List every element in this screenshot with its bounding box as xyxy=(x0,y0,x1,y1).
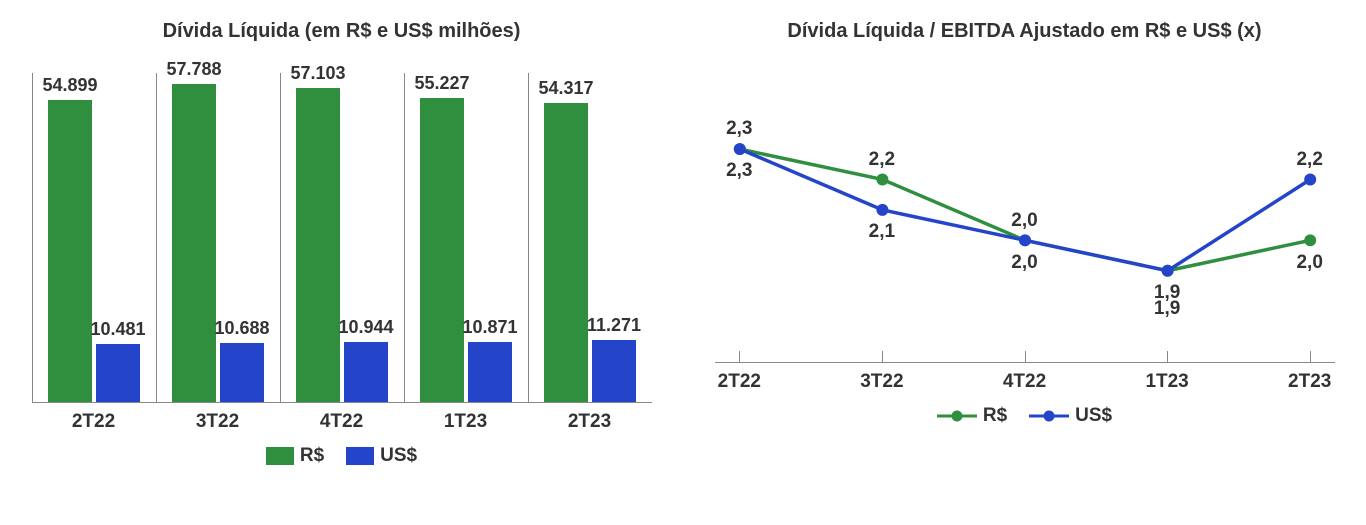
bar: 10.871 xyxy=(468,342,512,402)
bar-value-label: 55.227 xyxy=(414,73,469,98)
line-value-label: 2,3 xyxy=(726,118,752,140)
bar-chart-title: Dívida Líquida (em R$ e US$ milhões) xyxy=(163,20,521,43)
bar-value-label: 10.481 xyxy=(90,319,145,344)
line-value-label: 2,2 xyxy=(869,149,895,171)
net-debt-bar-panel: Dívida Líquida (em R$ e US$ milhões) 54.… xyxy=(0,0,683,525)
line-value-label: 2,0 xyxy=(1011,252,1037,274)
line-marker xyxy=(876,204,888,216)
legend-swatch xyxy=(937,409,977,423)
x-axis-label: 2T22 xyxy=(718,371,761,393)
line-marker xyxy=(1304,173,1316,185)
bar-value-label: 54.899 xyxy=(42,75,97,100)
x-axis-label: 2T22 xyxy=(32,403,156,433)
axis-tick-mark xyxy=(1310,351,1311,363)
legend-label: US$ xyxy=(1075,405,1112,427)
x-axis-label: 4T22 xyxy=(1003,371,1046,393)
x-axis-label: 4T22 xyxy=(280,403,404,433)
line-value-label: 2,0 xyxy=(1011,210,1037,232)
line-marker xyxy=(1161,265,1173,277)
line-marker xyxy=(733,143,745,155)
line-chart-title: Dívida Líquida / EBITDA Ajustado em R$ e… xyxy=(787,20,1261,43)
leverage-line-panel: Dívida Líquida / EBITDA Ajustado em R$ e… xyxy=(683,0,1366,525)
legend-swatch xyxy=(1029,409,1069,423)
axis-tick-mark xyxy=(882,351,883,363)
x-axis-label: 3T22 xyxy=(156,403,280,433)
bar-value-label: 10.688 xyxy=(214,318,269,343)
bar-chart-legend: R$ US$ xyxy=(266,445,417,467)
bar-value-label: 10.871 xyxy=(462,317,517,342)
line-chart-legend: R$ US$ xyxy=(937,405,1112,427)
legend-item: R$ xyxy=(937,405,1007,427)
bar: 57.103 xyxy=(296,88,340,402)
bar-group: 57.10310.944 xyxy=(280,73,404,402)
x-axis-label: 2T23 xyxy=(528,403,652,433)
bar-chart-plot: 54.89910.48157.78810.68857.10310.94455.2… xyxy=(32,73,652,403)
legend-label: US$ xyxy=(380,445,417,467)
line-value-label: 2,1 xyxy=(869,221,895,243)
line-marker xyxy=(1019,234,1031,246)
line-marker xyxy=(876,173,888,185)
x-axis-label: 1T23 xyxy=(404,403,528,433)
line-chart-x-axis: 2T22 3T22 4T22 1T23 2T23 xyxy=(715,363,1335,393)
bar-value-label: 10.944 xyxy=(338,317,393,342)
x-axis-label: 2T23 xyxy=(1288,371,1331,393)
bar-group: 54.31711.271 xyxy=(528,73,652,402)
x-axis-label: 3T22 xyxy=(860,371,903,393)
axis-tick-mark xyxy=(1167,351,1168,363)
line-value-label: 2,2 xyxy=(1296,149,1322,171)
legend-label: R$ xyxy=(300,445,324,467)
bar-group: 54.89910.481 xyxy=(32,73,156,402)
bar: 11.271 xyxy=(592,340,636,402)
bar-value-label: 11.271 xyxy=(587,315,641,340)
x-axis-label: 1T23 xyxy=(1145,371,1188,393)
legend-item: R$ xyxy=(266,445,324,467)
bar-value-label: 54.317 xyxy=(538,78,593,103)
bar: 10.688 xyxy=(220,343,264,402)
bar: 54.317 xyxy=(544,103,588,402)
bar: 54.899 xyxy=(48,100,92,402)
legend-swatch xyxy=(346,447,374,465)
bar: 10.481 xyxy=(96,344,140,402)
line-chart-plot: 2,32,22,01,92,02,32,12,01,92,2 xyxy=(715,73,1335,363)
line-marker xyxy=(1304,234,1316,246)
axis-tick-mark xyxy=(739,351,740,363)
legend-label: R$ xyxy=(983,405,1007,427)
legend-swatch xyxy=(266,447,294,465)
bar: 57.788 xyxy=(172,84,216,402)
bar-chart-x-axis: 2T223T224T221T232T23 xyxy=(32,403,652,433)
legend-item: US$ xyxy=(1029,405,1112,427)
line-value-label: 2,0 xyxy=(1296,252,1322,274)
bar-value-label: 57.788 xyxy=(166,59,221,84)
bar-group: 55.22710.871 xyxy=(404,73,528,402)
bar: 55.227 xyxy=(420,98,464,402)
legend-item: US$ xyxy=(346,445,417,467)
line-value-label: 1,9 xyxy=(1154,298,1180,320)
bar-value-label: 57.103 xyxy=(290,63,345,88)
bar-group: 57.78810.688 xyxy=(156,73,280,402)
bar: 10.944 xyxy=(344,342,388,402)
axis-tick-mark xyxy=(1025,351,1026,363)
line-value-label: 2,3 xyxy=(726,160,752,182)
